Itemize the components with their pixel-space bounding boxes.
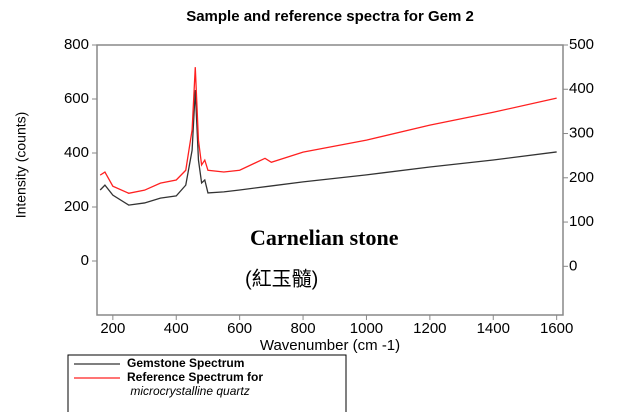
- y2-tick-label: 100: [569, 213, 594, 230]
- x-tick-label: 1400: [477, 320, 510, 337]
- y2-tick-label: 0: [569, 257, 577, 274]
- y2-tick-label: 400: [569, 80, 594, 97]
- x-tick-label: 1000: [350, 320, 383, 337]
- y-tick-label: 0: [81, 252, 89, 269]
- series-line: [99, 90, 557, 206]
- chart-title: Sample and reference spectra for Gem 2: [186, 8, 474, 25]
- x-axis-label: Wavenumber (cm -1): [260, 337, 400, 354]
- series-line: [99, 67, 557, 194]
- annotation: Carnelian stone: [250, 225, 399, 250]
- x-tick-label: 1600: [540, 320, 573, 337]
- y2-tick-label: 500: [569, 36, 594, 53]
- x-tick-label: 200: [100, 320, 125, 337]
- y2-tick-label: 300: [569, 124, 594, 141]
- x-tick-label: 800: [291, 320, 316, 337]
- y-tick-label: 800: [64, 36, 89, 53]
- legend-label: Gemstone Spectrum: [127, 356, 244, 370]
- y-tick-label: 600: [64, 90, 89, 107]
- y-tick-label: 400: [64, 144, 89, 161]
- y-axis-label: Intensity (counts): [13, 112, 29, 219]
- legend-label: Reference Spectrum for microcrystalline …: [127, 370, 263, 398]
- y2-tick-label: 200: [569, 169, 594, 186]
- x-tick-label: 1200: [413, 320, 446, 337]
- y-tick-label: 200: [64, 198, 89, 215]
- x-tick-label: 400: [164, 320, 189, 337]
- annotation: (紅玉髓): [245, 267, 318, 290]
- x-tick-label: 600: [227, 320, 252, 337]
- plot-area: [96, 44, 564, 316]
